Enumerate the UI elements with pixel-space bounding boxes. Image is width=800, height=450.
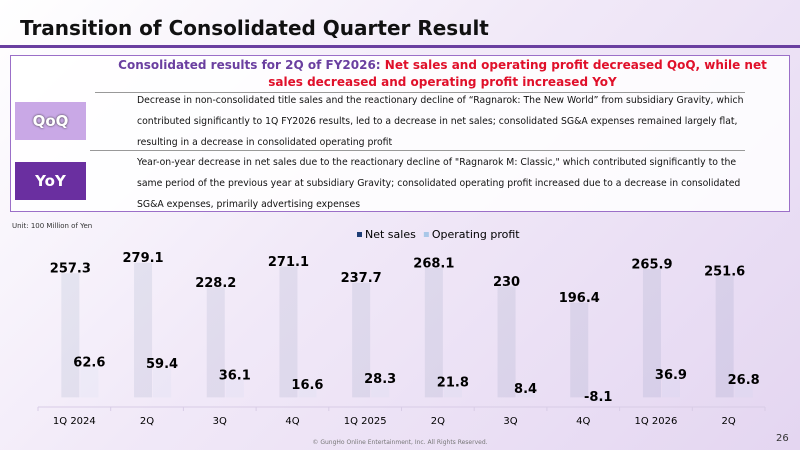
bar bbox=[424, 268, 443, 398]
bar bbox=[516, 393, 535, 398]
data-label: 228.2 bbox=[195, 276, 236, 291]
bar bbox=[570, 302, 589, 398]
data-label: 28.3 bbox=[364, 372, 396, 387]
x-tick-label: 2Q bbox=[431, 416, 445, 427]
legend-label: Net sales bbox=[365, 228, 416, 241]
divider bbox=[90, 150, 745, 151]
bar bbox=[279, 266, 298, 398]
qoq-text: Decrease in non-consolidated title sales… bbox=[137, 95, 744, 148]
bar bbox=[206, 287, 225, 398]
yoy-text: Year-on-year decrease in net sales due t… bbox=[137, 157, 741, 210]
data-label: 268.1 bbox=[413, 257, 454, 272]
bar bbox=[61, 273, 80, 398]
qoq-badge: QoQ bbox=[15, 102, 86, 140]
bar bbox=[134, 262, 153, 398]
data-label: 8.4 bbox=[514, 382, 537, 397]
bar bbox=[80, 367, 99, 398]
x-tick-label: 4Q bbox=[576, 416, 590, 427]
x-tick-label: 3Q bbox=[503, 416, 517, 427]
bar bbox=[153, 368, 172, 398]
data-label: 59.4 bbox=[146, 357, 178, 372]
data-label: 279.1 bbox=[122, 251, 163, 266]
data-label: 21.8 bbox=[437, 375, 469, 390]
legend-swatch bbox=[423, 232, 429, 237]
legend-swatch bbox=[357, 232, 362, 237]
data-label: 26.8 bbox=[728, 373, 760, 388]
data-label: 36.1 bbox=[219, 368, 251, 383]
bar bbox=[734, 384, 753, 398]
x-tick-label: 1Q 2026 bbox=[635, 416, 678, 427]
data-label: 196.4 bbox=[559, 291, 600, 306]
data-label: 271.1 bbox=[268, 255, 309, 270]
bar bbox=[642, 269, 661, 398]
data-label: 230 bbox=[493, 275, 520, 290]
divider bbox=[95, 92, 745, 93]
x-tick-label: 1Q 2025 bbox=[344, 416, 387, 427]
data-label: 257.3 bbox=[50, 262, 91, 277]
bar bbox=[589, 397, 608, 402]
x-tick-label: 3Q bbox=[213, 416, 227, 427]
x-tick-label: 2Q bbox=[140, 416, 154, 427]
data-label: 36.9 bbox=[655, 368, 687, 383]
bar bbox=[352, 282, 371, 398]
x-tick-label: 2Q bbox=[722, 416, 736, 427]
summary: Consolidated results for 2Q of FY2026: N… bbox=[100, 57, 785, 91]
bar bbox=[371, 383, 390, 398]
slide-title: Transition of Consolidated Quarter Resul… bbox=[20, 16, 489, 40]
x-tick-label: 4Q bbox=[285, 416, 299, 427]
x-tick-label: 1Q 2024 bbox=[53, 416, 96, 427]
data-label: 251.6 bbox=[704, 264, 745, 279]
summary-text: Net sales and operating profit decreased… bbox=[268, 58, 767, 89]
bar bbox=[443, 386, 462, 398]
legend-label: Operating profit bbox=[432, 228, 520, 241]
data-label: 62.6 bbox=[73, 356, 105, 371]
data-label: 16.6 bbox=[291, 378, 323, 393]
yoy-badge: YoY bbox=[15, 162, 86, 200]
data-label: 265.9 bbox=[631, 258, 672, 273]
data-label: 237.7 bbox=[341, 271, 382, 286]
unit-note: Unit: 100 Million of Yen bbox=[12, 222, 93, 230]
summary-label: Consolidated results for 2Q of FY2026: bbox=[118, 58, 381, 72]
bar bbox=[298, 389, 317, 398]
bar bbox=[715, 275, 734, 398]
summary-box bbox=[10, 55, 790, 212]
data-label: -8.1 bbox=[584, 390, 612, 405]
title-rule bbox=[0, 45, 800, 48]
bar bbox=[661, 379, 680, 398]
bar bbox=[225, 379, 244, 398]
copyright: © GungHo Online Entertainment, Inc. All … bbox=[312, 439, 488, 446]
bar bbox=[497, 286, 516, 398]
page-number: 26 bbox=[776, 433, 789, 444]
